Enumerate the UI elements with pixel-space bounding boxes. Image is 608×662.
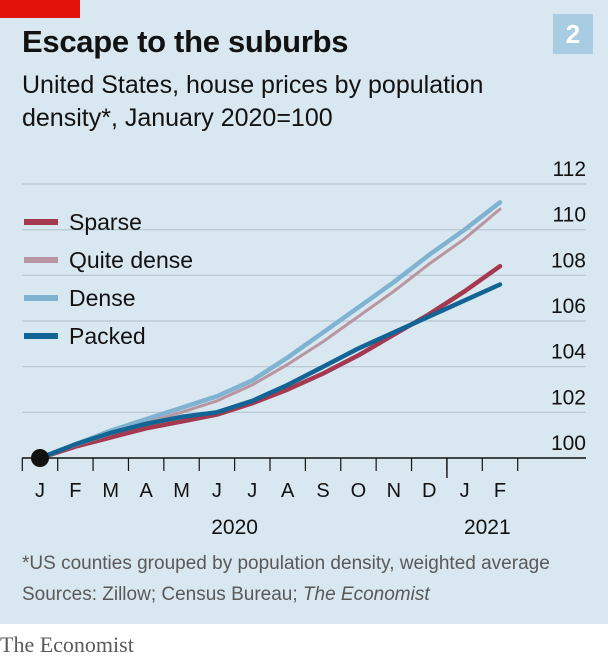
x-tick-label: J (35, 480, 45, 502)
x-tick-label: M (102, 480, 119, 502)
series-line-packed (37, 282, 503, 461)
x-tick-label: M (173, 480, 190, 502)
chart-panel (0, 0, 608, 624)
footnote: *US counties grouped by population densi… (22, 553, 550, 574)
brand-accent-tag (0, 0, 80, 18)
legend-label: Packed (69, 323, 146, 349)
chart-title: Escape to the suburbs (22, 24, 349, 59)
x-tick-label: F (494, 480, 506, 502)
series-lines (37, 200, 503, 461)
x-tick-label: N (387, 480, 401, 502)
x-tick-label: J (460, 480, 470, 502)
year-label: 2021 (464, 516, 511, 539)
chart-number-badge: 2 (553, 14, 593, 54)
legend-label: Quite dense (69, 247, 193, 273)
chart-subtitle: United States, house prices by populatio… (22, 71, 484, 132)
sources: Sources: Zillow; Census Bureau; The Econ… (22, 584, 430, 606)
y-tick-label: 110 (553, 204, 586, 227)
x-tick-label: O (351, 480, 367, 502)
x-tick-label: F (69, 480, 81, 502)
x-tick-label: J (247, 480, 257, 502)
x-tick-label: S (316, 480, 329, 502)
y-tick-label: 108 (551, 249, 586, 272)
x-tick-label: A (139, 480, 153, 502)
y-tick-label: 102 (551, 386, 586, 409)
grid-lines: 100 102 104 106 108 110 112 (22, 158, 586, 455)
x-tick-label: A (281, 480, 295, 502)
sources-publication: The Economist (302, 584, 430, 605)
x-tick-label: J (212, 480, 222, 502)
legend-label: Sparse (69, 209, 142, 235)
series-line-dense (37, 200, 503, 461)
y-tick-label: 100 (551, 432, 586, 455)
start-marker (31, 449, 49, 467)
year-label: 2020 (211, 516, 258, 539)
sources-text: Sources: Zillow; Census Bureau; (22, 584, 303, 605)
brand-wordmark: The Economist (0, 632, 134, 657)
y-tick-label: 106 (551, 295, 586, 318)
x-tick-label: D (422, 480, 436, 502)
y-tick-label: 112 (553, 158, 586, 181)
legend-label: Dense (69, 285, 135, 311)
y-tick-label: 104 (551, 341, 586, 364)
start-marker-layer (31, 449, 49, 467)
legend: Sparse Quite dense Dense Packed (24, 209, 193, 349)
